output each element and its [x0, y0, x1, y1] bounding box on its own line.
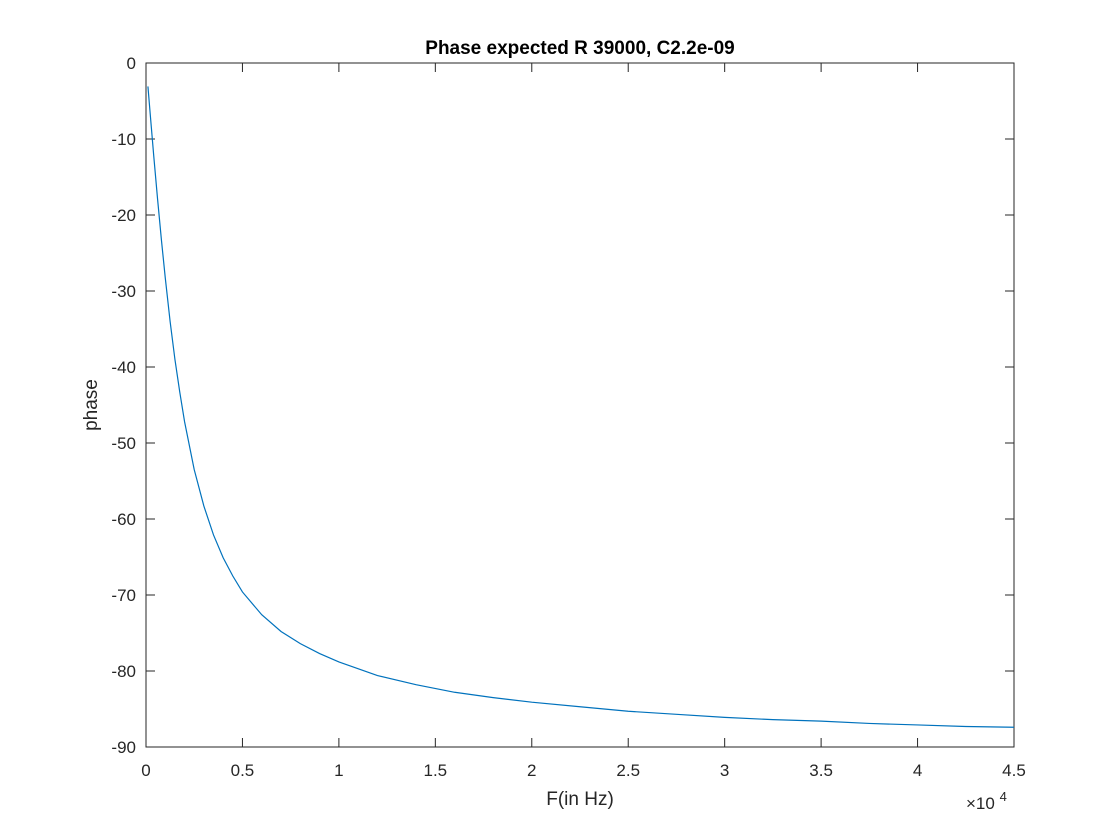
y-tick-label: -20	[111, 206, 136, 225]
phase-series-line	[147, 86, 1015, 728]
x-axis-ticks: 0 0.5 1 1.5 2 2.5 3 3.5 4 4.5	[141, 63, 1026, 780]
y-tick-label: -10	[111, 130, 136, 149]
chart-title: Phase expected R 39000, C2.2e-09	[425, 38, 734, 59]
y-axis-label: phase	[81, 379, 102, 431]
x-axis-exponent: ×10 4	[966, 789, 1007, 813]
x-tick-label: 1.5	[424, 761, 448, 780]
x-tick-label: 1	[334, 761, 343, 780]
x-tick-label: 2.5	[616, 761, 640, 780]
x-tick-label: 2	[527, 761, 536, 780]
x-tick-label: 3.5	[809, 761, 833, 780]
x-tick-label: 0	[141, 761, 150, 780]
y-tick-label: -60	[111, 510, 136, 529]
x-axis-exponent-base: ×10	[966, 794, 995, 813]
y-tick-label: -30	[111, 282, 136, 301]
x-axis-exponent-power: 4	[1000, 789, 1007, 804]
x-tick-label: 4.5	[1002, 761, 1026, 780]
y-axis-ticks: 0 -10 -20 -30 -40 -50 -60 -70 -80 -90	[111, 54, 1014, 757]
y-tick-label: -50	[111, 434, 136, 453]
plot-area	[145, 62, 1015, 748]
x-tick-label: 4	[913, 761, 922, 780]
y-tick-label: -70	[111, 586, 136, 605]
y-tick-label: -90	[111, 738, 136, 757]
x-axis-label: F(in Hz)	[546, 789, 614, 810]
y-tick-label: -40	[111, 358, 136, 377]
x-tick-label: 3	[720, 761, 729, 780]
y-tick-label: 0	[127, 54, 136, 73]
x-tick-label: 0.5	[231, 761, 255, 780]
y-tick-label: -80	[111, 662, 136, 681]
